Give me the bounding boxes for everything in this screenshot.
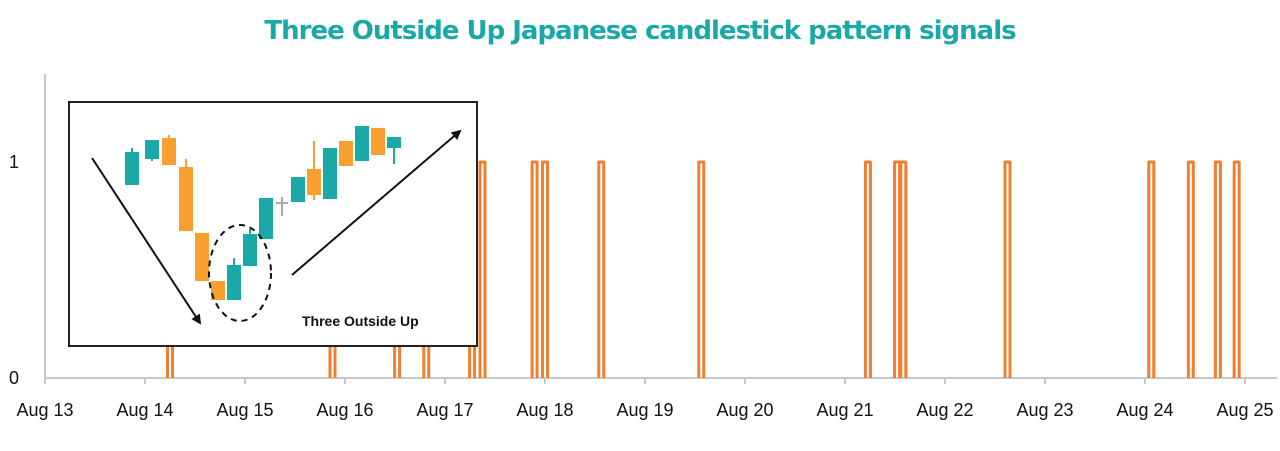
signal-spike [541,160,549,378]
x-tick-label: Aug 14 [116,400,173,420]
bullish-candle [355,126,369,161]
x-tick-label: Aug 22 [916,400,973,420]
signal-spike [893,160,902,378]
x-tick-label: Aug 23 [1016,400,1073,420]
bullish-candle [291,177,305,202]
pattern-label: Three Outside Up [302,313,419,329]
pattern-illustration: Three Outside Up [68,101,478,347]
x-tick-label: Aug 17 [416,400,473,420]
x-tick-label: Aug 18 [516,400,573,420]
x-tick-label: Aug 21 [816,400,873,420]
bearish-candle [162,138,176,165]
signal-spike [530,160,539,378]
bearish-candle [307,169,321,195]
uptrend-arrow [291,129,462,276]
bearish-candle [195,233,209,281]
bullish-candle [387,137,401,148]
bullish-candle [243,234,257,266]
chart-title: Three Outside Up Japanese candlestick pa… [264,16,1016,46]
y-tick-label: 0 [9,368,19,388]
signal-spike [697,160,706,378]
x-tick-label: Aug 24 [1116,400,1173,420]
bullish-candle [145,140,159,159]
bearish-candle [339,141,353,166]
bearish-candle [211,281,225,300]
bullish-candle [227,265,241,300]
x-tick-label: Aug 13 [16,400,73,420]
signal-spike [899,160,908,378]
signal-spike [1003,160,1012,378]
pattern-highlight [208,224,272,322]
signal-spike [1147,160,1156,378]
bullish-candle [125,152,139,185]
bullish-candle [323,148,337,199]
signal-spike [1213,160,1222,378]
bullish-candle [259,198,273,239]
pattern-candles [91,126,462,325]
bearish-candle [371,128,385,155]
signal-spike [478,160,487,378]
signal-spike [1186,160,1195,378]
x-tick-label: Aug 16 [316,400,373,420]
x-tick-label: Aug 19 [616,400,673,420]
y-tick-label: 1 [9,152,19,172]
signal-spike [597,160,606,378]
bearish-candle [179,167,193,231]
x-tick-label: Aug 15 [216,400,273,420]
x-tick-label: Aug 25 [1216,400,1273,420]
signal-spike [1232,160,1241,378]
downtrend-arrow [91,157,202,325]
x-tick-label: Aug 20 [716,400,773,420]
signal-spike [863,160,872,378]
